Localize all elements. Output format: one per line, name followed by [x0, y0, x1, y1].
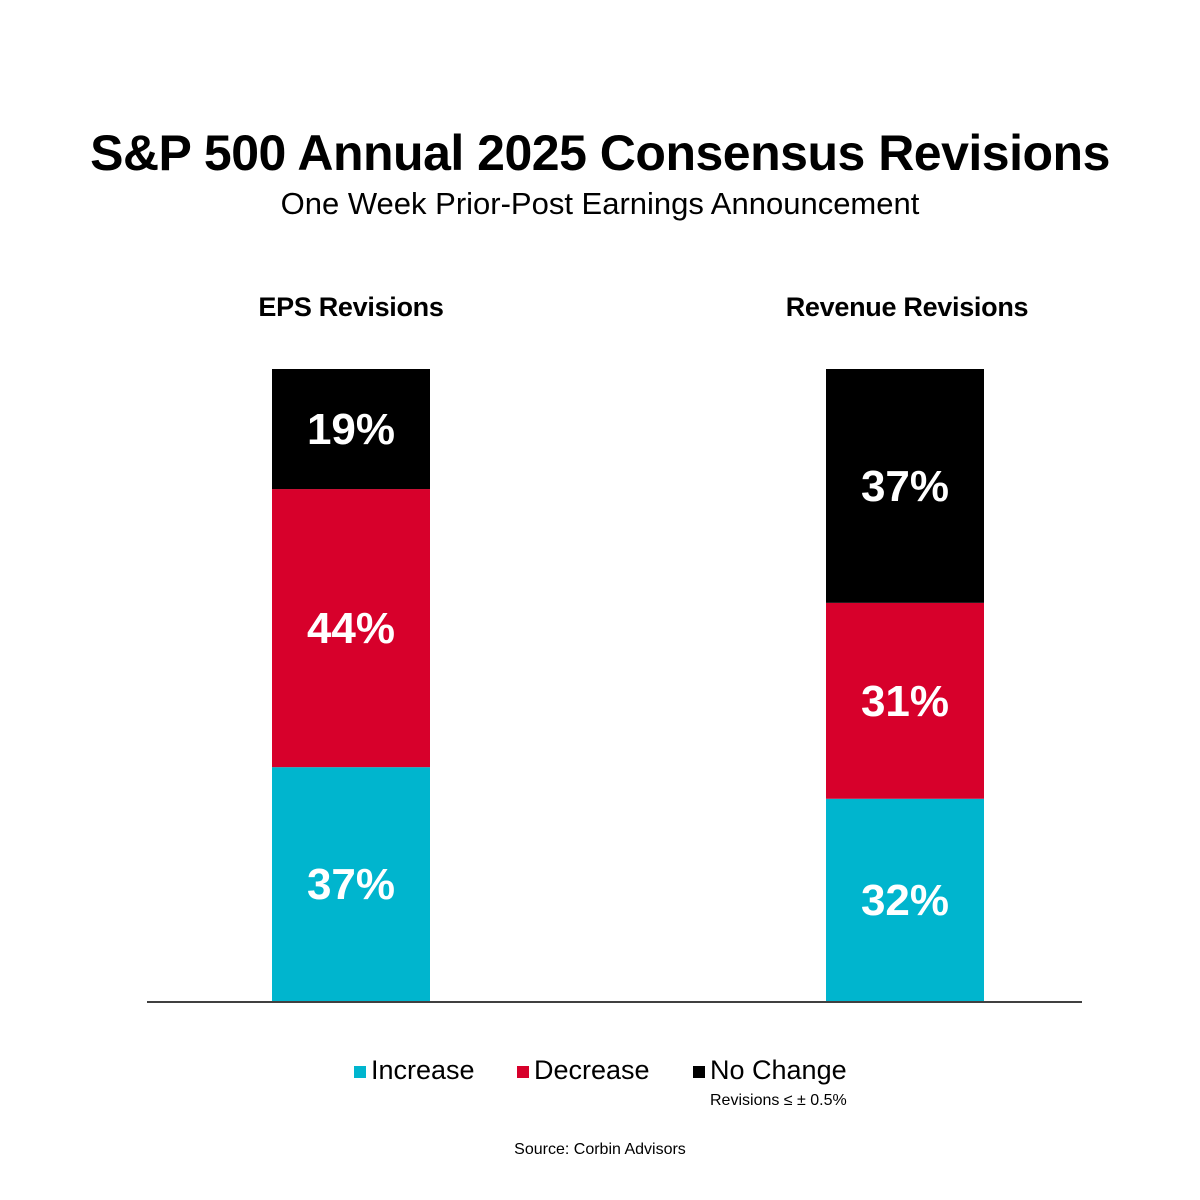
legend-label-decrease: Decrease [534, 1055, 650, 1085]
data-label-eps-revisions-increase: 37% [307, 860, 395, 909]
data-label-revenue-revisions-decrease: 31% [861, 677, 949, 726]
source-note: Source: Corbin Advisors [514, 1141, 686, 1158]
bar-segment-revenue-revisions-no-change [826, 369, 984, 603]
bar-segment-eps-revisions-increase [272, 767, 430, 1001]
data-label-eps-revisions-no-change: 19% [307, 405, 395, 454]
bar-segment-revenue-revisions-decrease [826, 602, 984, 799]
bar-segment-eps-revisions-decrease [272, 489, 430, 768]
data-label-eps-revisions-decrease: 44% [307, 604, 395, 653]
legend-item-no-change: No Change [693, 1055, 847, 1086]
chart-subtitle: One Week Prior-Post Earnings Announcemen… [280, 186, 920, 221]
bar-segment-revenue-revisions-increase [826, 798, 984, 1001]
category-label-eps: EPS Revisions [258, 292, 444, 322]
legend-item-increase: Increase [354, 1055, 475, 1086]
bar-segment-eps-revisions-no-change [272, 369, 430, 490]
legend-swatch-decrease [517, 1066, 529, 1078]
legend-item-decrease: Decrease [517, 1055, 650, 1086]
legend-label-increase: Increase [371, 1055, 475, 1085]
data-label-revenue-revisions-no-change: 37% [861, 462, 949, 511]
legend-swatch-increase [354, 1066, 366, 1078]
category-label-revenue: Revenue Revisions [785, 292, 1029, 322]
legend-label-no-change: No Change [710, 1055, 847, 1085]
data-label-revenue-revisions-increase: 32% [861, 876, 949, 925]
bars-layer: 37% 44% 19% 32% 31% 37% [272, 369, 984, 1001]
chart-title: S&P 500 Annual 2025 Consensus Revisions [90, 125, 1110, 181]
legend-note: Revisions ≤ ± 0.5% [710, 1092, 847, 1109]
legend: Increase Decrease No Change [0, 1055, 1200, 1115]
legend-swatch-no-change [693, 1066, 705, 1078]
